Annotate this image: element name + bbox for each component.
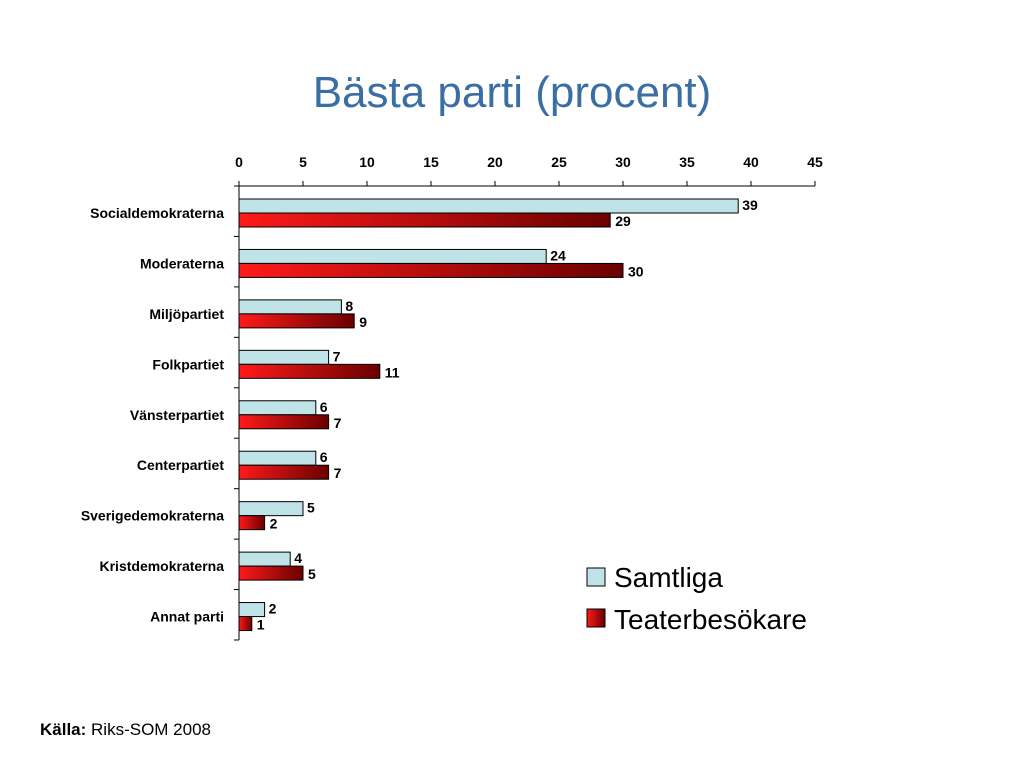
data-label-teaterbesokare: 9 [359,314,367,330]
category-label: Annat parti [150,609,224,625]
bar-teaterbesokare [238,212,611,228]
chart-title: Bästa parti (procent) [312,68,712,117]
data-label-teaterbesokare: 5 [308,566,316,582]
bar-teaterbesokare [238,565,304,581]
category-label: Socialdemokraterna [90,205,224,221]
bar-teaterbesokare [238,515,266,531]
bar-teaterbesokare [238,414,330,430]
legend-swatch-samtliga [586,567,606,587]
x-tick-label: 5 [299,154,307,170]
x-tick-label: 25 [551,154,567,170]
x-tick-label: 10 [359,154,375,170]
data-label-samtliga: 8 [345,298,353,314]
category-label: Vänsterpartiet [130,407,224,423]
category-label: Sverigedemokraterna [81,508,224,524]
bar-chart: 0 5 10 15 20 25 30 35 40 45 Socialdemokraterna 392… [81,154,823,641]
x-tick-label: 45 [807,154,823,170]
legend-swatch-teaterbesokare [586,608,606,628]
x-tick-label: 20 [487,154,503,170]
source-text: Riks-SOM 2008 [86,720,211,739]
bar-teaterbesokare [238,313,355,329]
category-label: Miljöpartiet [149,306,224,322]
x-tick-label: 30 [615,154,631,170]
data-label-teaterbesokare: 7 [334,465,342,481]
x-tick-label: 40 [743,154,759,170]
x-tick-label: 35 [679,154,695,170]
category-label: Folkpartiet [152,356,224,372]
data-label-teaterbesokare: 1 [257,617,265,633]
legend-label-teaterbesokare: Teaterbesökare [614,604,807,635]
bar-samtliga [238,248,547,264]
legend-label-samtliga: Samtliga [614,562,723,593]
source-note: Källa: Riks-SOM 2008 [40,720,211,740]
x-tick-label: 15 [423,154,439,170]
category-label: Centerpartiet [137,457,224,473]
chart-bars [238,198,739,632]
data-label-samtliga: 6 [320,399,328,415]
bar-samtliga [238,400,317,416]
bar-samtliga [238,602,266,618]
bar-samtliga [238,551,291,567]
data-label-samtliga: 5 [307,500,315,516]
data-label-samtliga: 39 [742,197,758,213]
bar-samtliga [238,349,330,365]
chart-legend: Samtliga Teaterbesökare [586,562,807,635]
source-label: Källa: [40,720,87,739]
data-label-samtliga: 2 [269,601,277,617]
bar-samtliga [238,299,342,315]
data-label-samtliga: 4 [294,550,302,566]
bar-teaterbesokare [238,616,253,632]
data-label-teaterbesokare: 11 [385,364,400,380]
data-label-samtliga: 7 [333,348,341,364]
category-label: Kristdemokraterna [100,558,225,574]
data-label-samtliga: 6 [320,449,328,465]
bar-samtliga [238,501,304,517]
data-label-teaterbesokare: 2 [270,516,278,532]
x-tick-label: 0 [235,154,243,170]
data-label-teaterbesokare: 30 [628,263,644,279]
category-label: Moderaterna [140,255,224,271]
bar-samtliga [238,450,317,466]
bar-teaterbesokare [238,464,330,480]
data-label-teaterbesokare: 7 [334,415,342,431]
data-label-samtliga: 24 [550,247,566,263]
bar-teaterbesokare [238,262,624,278]
bar-samtliga [238,198,739,214]
data-label-teaterbesokare: 29 [615,213,631,229]
bar-teaterbesokare [238,363,381,379]
